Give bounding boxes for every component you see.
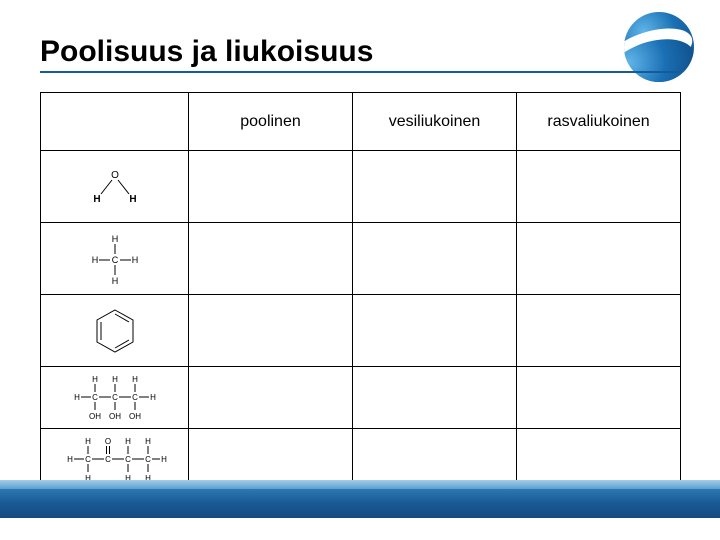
svg-text:H: H xyxy=(91,255,98,265)
svg-text:C: C xyxy=(145,455,151,464)
svg-text:C: C xyxy=(85,455,91,464)
molecule-methane: H C H H H xyxy=(41,223,189,295)
table-row: H H H H C C C H xyxy=(41,367,681,429)
svg-text:H: H xyxy=(111,234,118,244)
svg-text:H: H xyxy=(92,375,98,384)
cell xyxy=(189,151,353,223)
footer-bar xyxy=(0,480,720,518)
svg-text:O: O xyxy=(111,170,119,181)
svg-text:OH: OH xyxy=(129,412,141,421)
cell xyxy=(353,295,517,367)
header-poolinen: poolinen xyxy=(189,93,353,151)
cell xyxy=(189,367,353,429)
svg-text:C: C xyxy=(125,455,131,464)
molecule-water: O H H xyxy=(41,151,189,223)
svg-text:H: H xyxy=(150,393,156,402)
cell xyxy=(353,223,517,295)
svg-text:OH: OH xyxy=(89,412,101,421)
cell xyxy=(189,295,353,367)
methane-icon: H C H H H xyxy=(85,232,145,286)
water-icon: O H H xyxy=(83,166,147,208)
table-row: H C H H H xyxy=(41,223,681,295)
cell xyxy=(189,223,353,295)
glycerol-icon: H H H H C C C H xyxy=(65,372,165,424)
svg-text:H: H xyxy=(111,276,118,286)
header-rasvaliukoinen: rasvaliukoinen xyxy=(517,93,681,151)
svg-text:H: H xyxy=(132,375,138,384)
cell xyxy=(353,367,517,429)
svg-text:H: H xyxy=(125,437,131,446)
header-empty xyxy=(41,93,189,151)
benzene-icon xyxy=(88,304,142,358)
svg-text:C: C xyxy=(92,393,98,402)
svg-text:C: C xyxy=(111,255,118,265)
cell xyxy=(517,367,681,429)
cell xyxy=(353,151,517,223)
svg-text:H: H xyxy=(112,375,118,384)
page-title: Poolisuus ja liukoisuus xyxy=(40,35,680,73)
svg-text:O: O xyxy=(104,437,110,446)
cell xyxy=(517,223,681,295)
table-row xyxy=(41,295,681,367)
butanone-icon: H O H H C C C C H xyxy=(60,434,170,486)
molecule-benzene xyxy=(41,295,189,367)
svg-text:H: H xyxy=(74,393,80,402)
svg-text:H: H xyxy=(129,194,136,205)
header-vesiliukoinen: vesiliukoinen xyxy=(353,93,517,151)
table-header-row: poolinen vesiliukoinen rasvaliukoinen xyxy=(41,93,681,151)
svg-text:H: H xyxy=(67,455,73,464)
cell xyxy=(517,295,681,367)
table-row: O H H xyxy=(41,151,681,223)
svg-text:OH: OH xyxy=(109,412,121,421)
molecule-glycerol: H H H H C C C H xyxy=(41,367,189,429)
svg-text:H: H xyxy=(145,437,151,446)
svg-text:H: H xyxy=(85,437,91,446)
svg-text:H: H xyxy=(131,255,138,265)
cell xyxy=(517,151,681,223)
svg-text:C: C xyxy=(112,393,118,402)
polarity-table: poolinen vesiliukoinen rasvaliukoinen O … xyxy=(40,92,681,491)
svg-text:C: C xyxy=(105,455,111,464)
svg-text:H: H xyxy=(93,194,100,205)
svg-text:H: H xyxy=(161,455,167,464)
svg-text:C: C xyxy=(132,393,138,402)
